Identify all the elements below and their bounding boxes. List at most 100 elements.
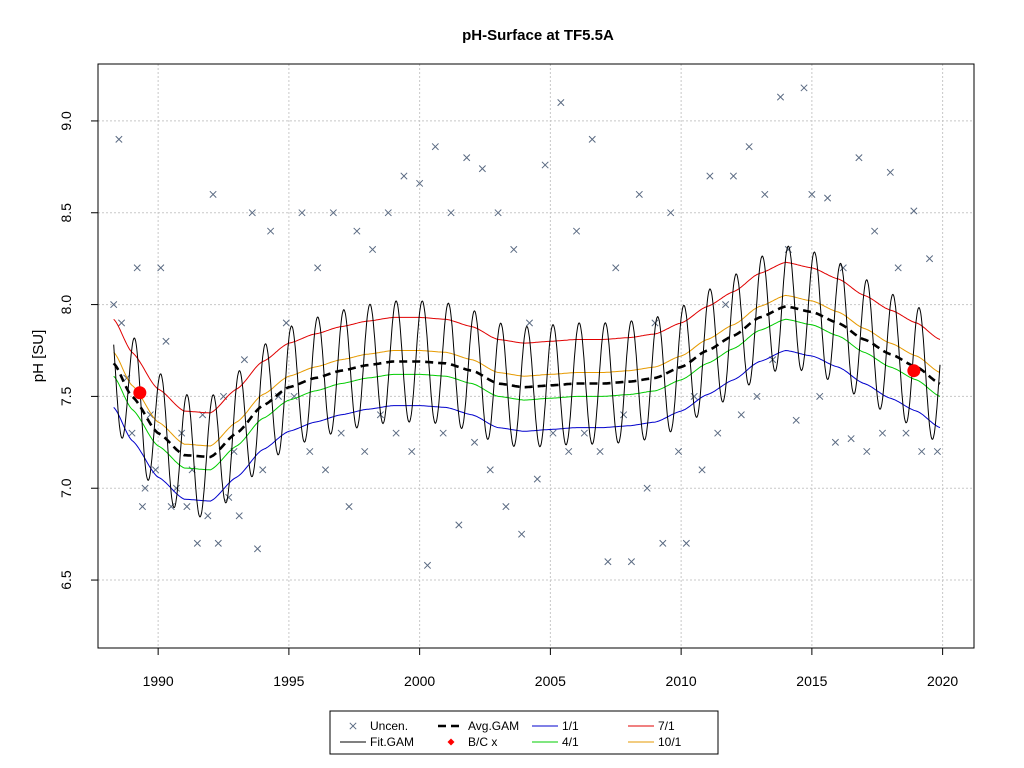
uncensored-point [162, 337, 170, 345]
uncensored-point [792, 416, 800, 424]
seasonal-curve-10-1 [113, 294, 941, 447]
uncensored-point [209, 190, 217, 198]
uncensored-point [314, 264, 322, 272]
uncensored-point [141, 484, 149, 492]
y-tick-label: 9.0 [58, 111, 74, 131]
uncensored-point [651, 319, 659, 327]
uncensored-point [274, 392, 282, 400]
legend-swatch [349, 722, 357, 730]
uncensored-point [290, 392, 298, 400]
legend-label: Fit.GAM [370, 735, 414, 749]
seasonal-curves [113, 261, 941, 502]
uncensored-point [157, 264, 165, 272]
uncensored-point [248, 209, 256, 217]
uncensored-point [486, 466, 494, 474]
seasonal-curve-4-1 [113, 318, 941, 471]
uncensored-point [847, 435, 855, 443]
uncensored-point [253, 545, 262, 553]
legend-entry: Avg.GAM [438, 719, 519, 733]
uncensored-point [572, 227, 581, 235]
uncensored-point [878, 429, 887, 437]
uncensored-point [321, 466, 330, 474]
uncensored-point [478, 165, 486, 173]
fit-gam-line [113, 245, 941, 518]
uncensored-point [463, 154, 471, 162]
bc-point [907, 364, 921, 378]
uncensored-point [282, 319, 290, 327]
uncensored-point [240, 356, 248, 364]
uncensored-point [933, 447, 941, 456]
uncensored-point [612, 264, 620, 272]
uncensored-point [167, 503, 175, 511]
legend-entry: 1/1 [532, 719, 579, 733]
uncensored-point [110, 301, 118, 309]
uncensored-point [128, 429, 136, 437]
uncensored-point [902, 429, 910, 437]
bc-points [133, 364, 921, 400]
uncensored-point [298, 209, 306, 217]
x-tick-label: 1995 [273, 673, 304, 689]
uncensored-point [470, 438, 479, 446]
y-axis-label: pH [SU] [30, 330, 47, 383]
uncensored-point [494, 209, 502, 217]
uncensored-point [369, 245, 377, 254]
uncensored-point [455, 521, 463, 529]
uncensored-point [863, 447, 871, 456]
uncensored-point [667, 209, 675, 217]
uncensored-point [225, 493, 233, 501]
uncensored-point [235, 512, 243, 520]
uncensored-point [353, 227, 361, 235]
uncensored-point [643, 484, 651, 492]
uncensored-point [345, 503, 353, 511]
uncensored-point [329, 209, 337, 217]
seasonal-curve-1-1 [113, 349, 941, 502]
uncensored-point [831, 438, 839, 446]
legend-label: 10/1 [658, 735, 682, 749]
uncensored-points [110, 84, 941, 569]
uncensored-point [337, 429, 345, 437]
uncensored-point [533, 475, 541, 483]
uncensored-point [204, 512, 212, 520]
uncensored-point [361, 447, 369, 456]
uncensored-point [172, 484, 181, 492]
y-axis: 6.5 7.0 7.5 8.0 8.5 9.0 [58, 111, 98, 590]
uncensored-point [306, 447, 314, 456]
uncensored-point [925, 255, 934, 263]
uncensored-point [423, 561, 432, 569]
legend-label: 7/1 [658, 719, 675, 733]
x-tick-label: 2020 [927, 673, 958, 689]
uncensored-point [918, 447, 926, 456]
y-tick-label: 7.5 [58, 386, 74, 406]
uncensored-point [447, 209, 455, 217]
uncensored-point [620, 411, 628, 419]
uncensored-point [588, 135, 596, 143]
avg-gam-line [112, 305, 941, 459]
x-tick-label: 2010 [666, 673, 697, 689]
chart-title: pH-Surface at TF5.5A [462, 27, 614, 44]
y-tick-label: 8.5 [58, 203, 74, 223]
uncensored-point [384, 209, 392, 217]
uncensored-point [886, 168, 894, 176]
uncensored-point [839, 264, 847, 272]
uncensored-point [753, 392, 761, 400]
uncensored-point [502, 503, 510, 511]
y-tick-label: 8.0 [58, 295, 74, 315]
uncensored-point [259, 466, 267, 474]
legend-entry: B/C x [447, 735, 497, 749]
avg-gam-curve [112, 305, 941, 459]
uncensored-point [400, 172, 408, 180]
legend-label: 4/1 [562, 735, 579, 749]
bc-point [133, 386, 147, 400]
uncensored-point [146, 411, 154, 419]
uncensored-point [635, 190, 643, 198]
legend-entry: Fit.GAM [340, 735, 414, 749]
uncensored-point [729, 172, 737, 180]
uncensored-point [674, 447, 683, 456]
uncensored-point [690, 392, 698, 400]
uncensored-point [549, 429, 557, 437]
legend-entry: 7/1 [628, 719, 675, 733]
x-tick-label: 2015 [796, 673, 827, 689]
uncensored-point [824, 194, 832, 202]
legend-entry: 10/1 [628, 735, 682, 749]
